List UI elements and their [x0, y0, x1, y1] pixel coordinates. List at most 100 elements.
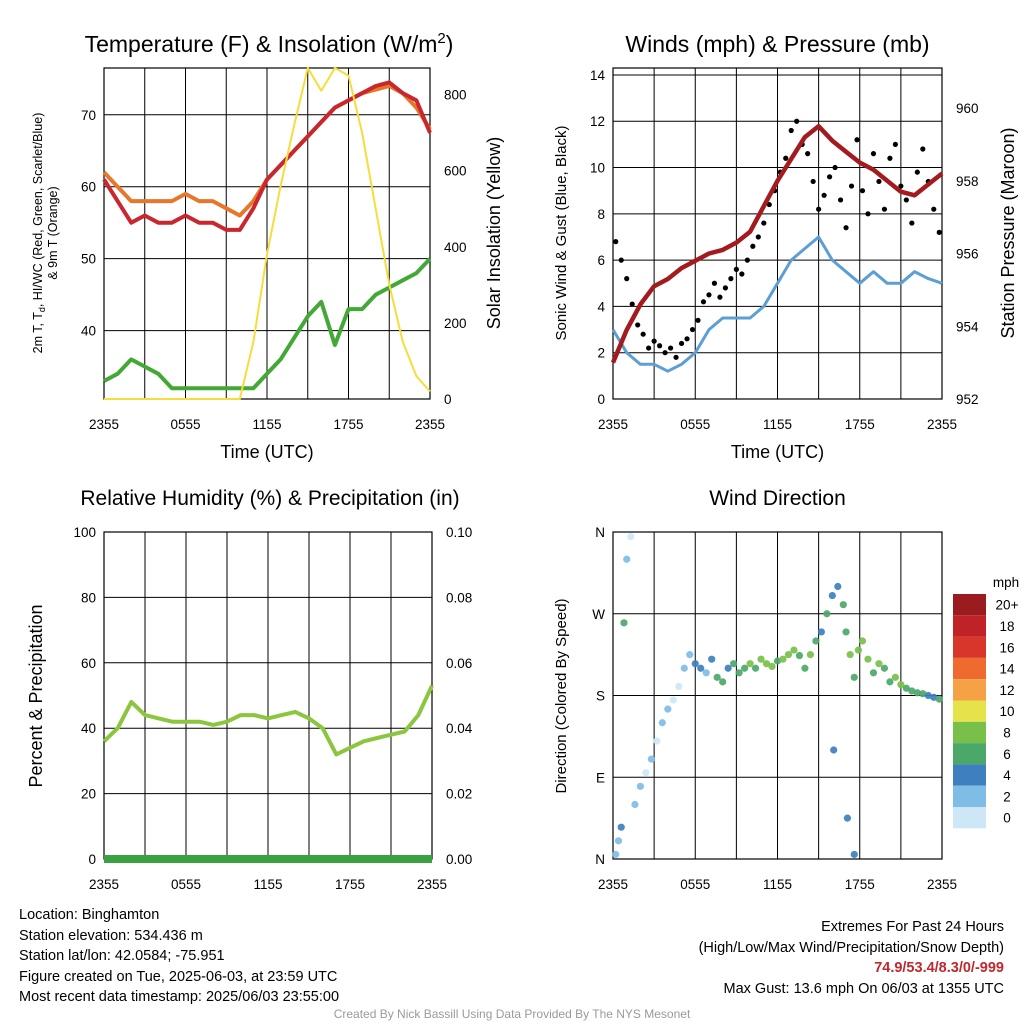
- panel-2: 2355 0555 1155 1755 2355 0 2 4 6 8 10 12 14 952 954 956…: [553, 31, 1018, 462]
- legend-label: 6: [1003, 747, 1011, 762]
- gust-point: [640, 331, 646, 337]
- legend-title: mph: [993, 575, 1019, 590]
- gust-point: [744, 257, 750, 263]
- y2-tick-label: 0.04: [446, 721, 473, 736]
- direction-point: [830, 746, 838, 754]
- pressure-line: [610, 123, 944, 364]
- gust-point: [909, 220, 915, 226]
- y-axis-label-line1: 2m T, Td, HI/WC (Red, Green, Scarlet/Blu…: [31, 113, 47, 354]
- y-tick-label: 10: [590, 161, 605, 176]
- y-axis-label-line2: & 9m T (Orange): [46, 186, 60, 279]
- direction-point: [713, 673, 721, 681]
- legend-label: 4: [1003, 768, 1011, 783]
- gust-point: [635, 322, 641, 328]
- legend-swatch: [953, 721, 986, 744]
- gust-point: [936, 229, 942, 235]
- gust-point: [821, 192, 827, 198]
- direction-point: [846, 651, 854, 659]
- y-tick-label: S: [596, 689, 605, 704]
- legend-label: 10: [999, 704, 1014, 719]
- legend-swatch: [953, 615, 986, 637]
- y-axis-label: Direction (Colored By Speed): [553, 598, 570, 793]
- gust-point: [876, 178, 882, 185]
- direction-point: [930, 693, 938, 701]
- y2-tick-label: 952: [956, 392, 979, 407]
- gust-point: [870, 151, 877, 157]
- y-tick-label: N: [595, 525, 605, 540]
- direction-point: [823, 610, 831, 618]
- legend-swatch: [953, 807, 986, 829]
- y-tick-label: 60: [81, 180, 96, 195]
- direction-point: [858, 637, 867, 645]
- gust-point: [766, 201, 772, 208]
- gust-point: [788, 127, 794, 134]
- title-superscript: 2: [437, 30, 445, 47]
- x-tick-label: 2355: [415, 417, 445, 432]
- legend-label: 20+: [996, 598, 1019, 613]
- x-tick-label: 1155: [252, 417, 281, 432]
- title-paren: ): [446, 31, 454, 57]
- gust-point: [837, 197, 844, 203]
- gust-point: [887, 155, 893, 161]
- gust-point: [657, 343, 663, 349]
- gust-point: [739, 271, 745, 277]
- direction-point: [850, 673, 858, 681]
- direction-point: [691, 660, 699, 668]
- direction-point: [779, 655, 787, 663]
- legend-label: 14: [999, 662, 1015, 677]
- y2-tick-label: 0.00: [446, 852, 472, 867]
- direction-point: [702, 669, 710, 677]
- x-tick-label: 2355: [598, 877, 628, 892]
- y-axis-label: Sonic Wind & Gust (Blue, Black): [553, 125, 570, 340]
- y2-tick-label: 800: [444, 88, 467, 103]
- gust-point: [920, 146, 926, 152]
- y-tick-label: 0: [597, 392, 605, 407]
- direction-point: [762, 660, 771, 668]
- speed-legend: mph 20+ 18 16 14 12 10 8 6 4 2 0: [953, 575, 1019, 829]
- direction-point: [850, 850, 858, 859]
- y2-axis-label-group: Station Pressure (Maroon): [998, 127, 1018, 338]
- y2-tick-label: 960: [956, 101, 979, 116]
- y-tick-label: 40: [81, 721, 96, 736]
- gust-point: [810, 178, 816, 185]
- y-tick-label: W: [592, 607, 605, 622]
- direction-point: [834, 582, 842, 591]
- y-axis-label-group: Percent & Precipitation: [26, 604, 46, 787]
- gust-point: [689, 326, 696, 333]
- gust-point: [892, 141, 898, 147]
- y2-tick-label: 200: [444, 316, 467, 331]
- plot-frame: [103, 67, 431, 400]
- direction-point: [623, 555, 631, 563]
- y2-tick-label: 956: [956, 247, 979, 262]
- direction-point: [730, 660, 738, 668]
- gust-point: [914, 169, 920, 175]
- y-tick-label: 60: [81, 656, 96, 671]
- gust-point: [931, 206, 937, 212]
- direction-point: [842, 628, 850, 636]
- y-axis-label-group: Sonic Wind & Gust (Blue, Black): [553, 125, 570, 340]
- y-tick-label: 8: [597, 207, 605, 222]
- gust-point: [783, 155, 789, 161]
- direction-point: [757, 655, 765, 663]
- legend-swatch: [953, 594, 986, 616]
- direction-point: [614, 837, 623, 845]
- y2-tick-label: 400: [444, 240, 467, 255]
- x-tick-label: 2355: [89, 417, 119, 432]
- direction-point: [790, 646, 798, 654]
- x-tick-label: 1155: [253, 877, 282, 892]
- gust-point: [898, 183, 904, 189]
- gust-point: [717, 294, 723, 300]
- y-tick-label: 2: [597, 346, 605, 361]
- direction-point: [746, 660, 754, 668]
- x-tick-label: 0555: [680, 877, 710, 892]
- y2-tick-label: 0.06: [446, 656, 472, 671]
- gust-point: [722, 285, 729, 291]
- direction-point: [719, 678, 727, 686]
- y2-axis-label: Station Pressure (Maroon): [998, 127, 1018, 338]
- x-tick-label: 1755: [845, 877, 875, 892]
- humidity-line: [102, 684, 434, 757]
- subscript-d: d: [37, 307, 47, 312]
- direction-point: [647, 755, 655, 763]
- series-line: [103, 257, 432, 391]
